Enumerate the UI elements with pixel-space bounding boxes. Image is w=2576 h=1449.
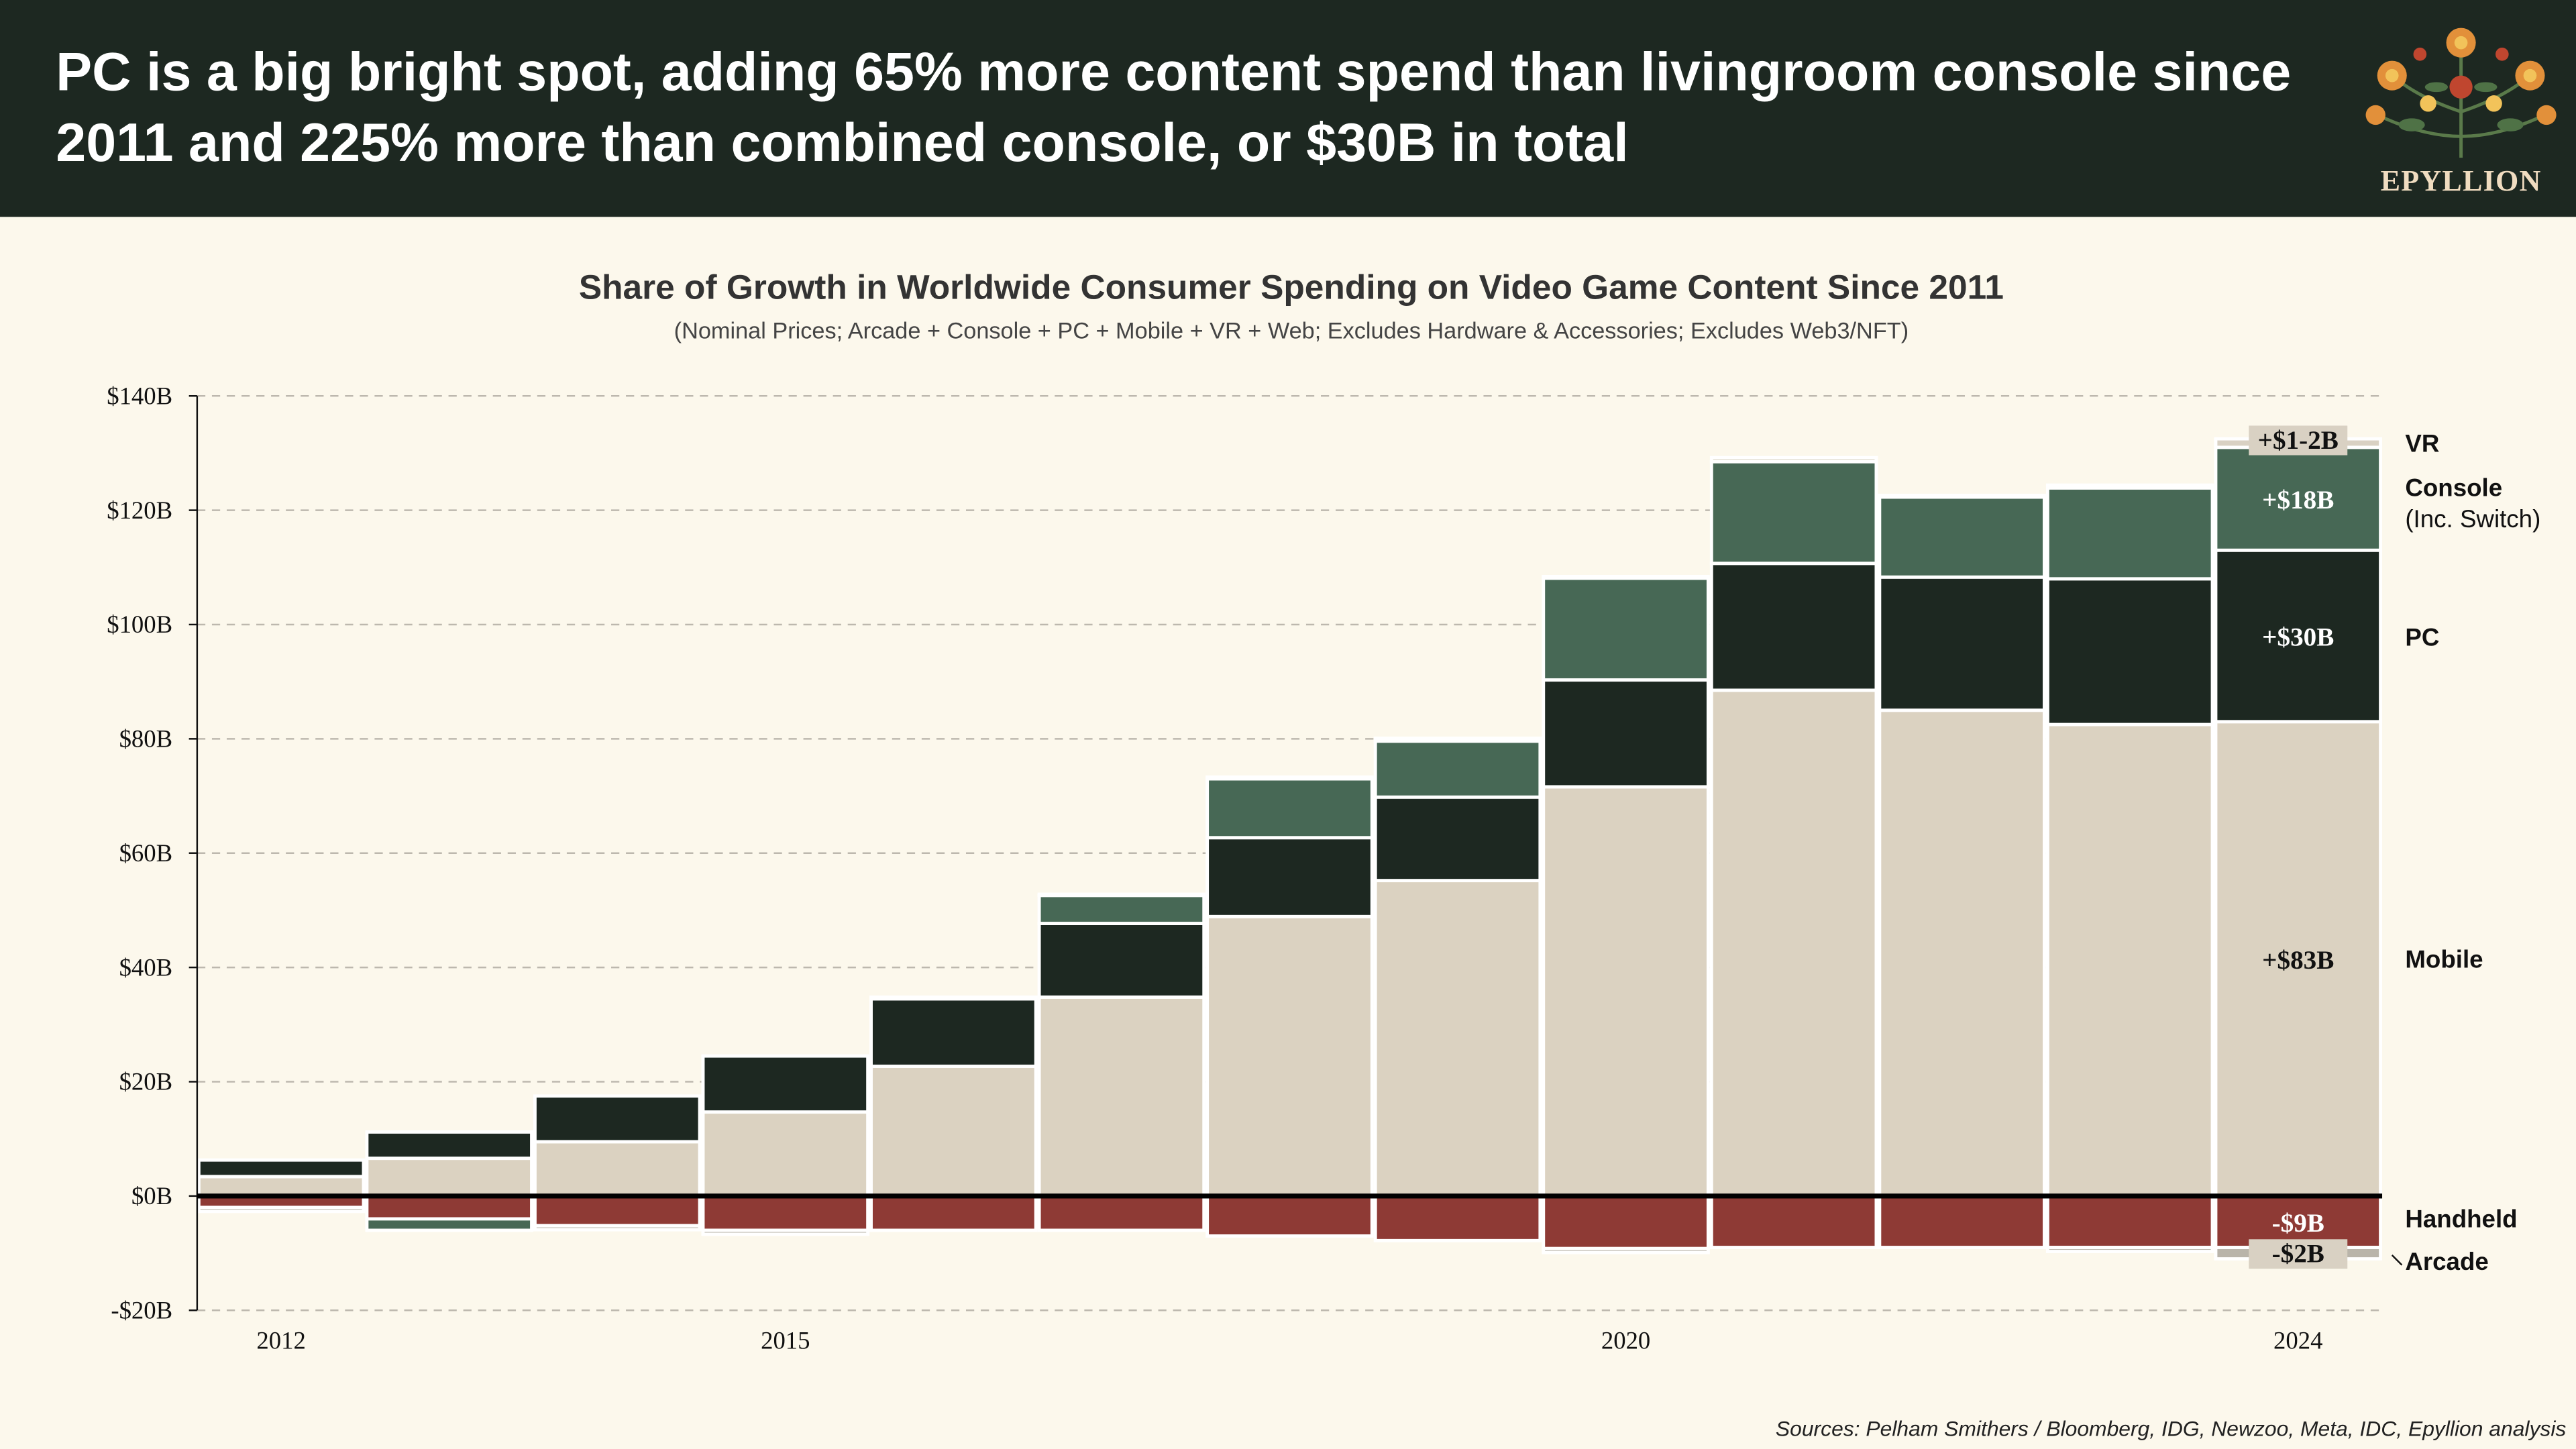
y-tick-label: $80B — [119, 725, 173, 753]
bar-mobile-2020 — [1542, 785, 1710, 1198]
bar-vr-2020 — [1542, 574, 1710, 580]
bar-vr-2019 — [1373, 737, 1542, 743]
bar-vr-2017 — [1037, 892, 1206, 898]
bar-handheld-2017 — [1037, 1194, 1206, 1232]
bar-console-2023 — [2045, 486, 2214, 581]
bar-arcade-2014 — [533, 1224, 702, 1232]
legend-console-note: (Inc. Switch) — [2405, 505, 2540, 533]
y-tick-label: $60B — [119, 839, 173, 867]
label-vr-box — [2249, 425, 2348, 455]
logo-text: EPYLLION — [2380, 164, 2542, 197]
bar-mobile-2021 — [1709, 688, 1878, 1198]
y-tick-label: $100B — [107, 610, 172, 638]
x-tick-label: 2024 — [2273, 1327, 2322, 1354]
header-bar: PC is a big bright spot, adding 65% more… — [0, 0, 2576, 217]
bar-pc-2017 — [1037, 922, 1206, 999]
label-mobile: +$83B — [2262, 946, 2334, 975]
y-tick-label: $120B — [107, 496, 172, 524]
bar-vr-2021 — [1709, 455, 1878, 464]
bar-pc-2023 — [2045, 577, 2214, 727]
label-pc: +$30B — [2262, 623, 2334, 652]
legend-console: Console — [2405, 474, 2502, 502]
bar-mobile-2016 — [869, 1065, 1038, 1198]
bar-console-2024 — [2214, 445, 2383, 552]
bar-mobile-2023 — [2045, 722, 2214, 1198]
bar-pc-2021 — [1709, 561, 1878, 692]
bar-mobile-2015 — [701, 1110, 870, 1198]
flower-logo-icon — [2365, 28, 2557, 158]
x-tick-label: 2020 — [1601, 1327, 1650, 1354]
bar-vr-2023 — [2045, 483, 2214, 490]
y-tick-label: -$20B — [111, 1296, 172, 1324]
bar-handheld-2021 — [1709, 1194, 1878, 1249]
bar-pc-2013 — [365, 1130, 533, 1161]
bar-vr-2022 — [1878, 493, 2046, 499]
label-handheld: -$9B — [2272, 1209, 2324, 1238]
bar-arcade-2015 — [701, 1228, 870, 1236]
bar-arcade-2023 — [2045, 1246, 2214, 1253]
label-arcade: -$2B — [2272, 1240, 2324, 1269]
bar-console-2022 — [1878, 495, 2046, 579]
bar-console-2016 — [869, 995, 1038, 1001]
chart-title: Share of Growth in Worldwide Consumer Sp… — [578, 269, 2004, 307]
bar-pc-2015 — [701, 1054, 870, 1114]
bar-console-2021 — [1709, 460, 1878, 566]
bar-pc-2014 — [533, 1094, 702, 1144]
bar-mobile-2018 — [1205, 914, 1374, 1198]
bar-mobile-2013 — [365, 1157, 533, 1198]
bar-console-2017 — [1037, 894, 1206, 925]
bar-mobile-2024 — [2214, 720, 2383, 1198]
bar-pc-2020 — [1542, 678, 1710, 789]
bar-pc-2019 — [1373, 795, 1542, 883]
epyllion-logo: EPYLLION — [2346, 13, 2576, 211]
bar-vr-2018 — [1205, 775, 1374, 781]
bar-handheld-2020 — [1542, 1194, 1710, 1250]
legend-arcade: Arcade — [2405, 1248, 2488, 1275]
y-tick-label: $0B — [131, 1182, 172, 1210]
arcade-leader-line — [2391, 1254, 2403, 1266]
bar-console-2013 — [365, 1217, 533, 1232]
y-tick-label: $40B — [119, 953, 173, 981]
bar-handheld-2015 — [701, 1194, 870, 1232]
bar-handheld-2019 — [1373, 1194, 1542, 1242]
label-vr: +$1-2B — [2258, 426, 2339, 455]
bar-console-2019 — [1373, 739, 1542, 799]
bar-mobile-2012 — [197, 1175, 366, 1198]
bar-pc-2022 — [1878, 575, 2046, 712]
sources-note: Sources: Pelham Smithers / Bloomberg, ID… — [1775, 1416, 2567, 1441]
bar-console-2020 — [1542, 576, 1710, 682]
bar-handheld-2023 — [2045, 1194, 2214, 1249]
bar-handheld-2022 — [1878, 1194, 2046, 1249]
headline: PC is a big bright spot, adding 65% more… — [56, 41, 2292, 173]
bar-handheld-2014 — [533, 1194, 702, 1228]
x-tick-label: 2012 — [256, 1327, 305, 1354]
bar-pc-2016 — [869, 997, 1038, 1068]
legend-pc: PC — [2405, 623, 2439, 651]
y-tick-label: $140B — [107, 382, 172, 409]
bar-handheld-2016 — [869, 1194, 1038, 1232]
bar-pc-2012 — [197, 1158, 366, 1179]
label-console: +$18B — [2262, 486, 2334, 515]
bar-arcade-2012 — [197, 1205, 366, 1214]
x-tick-label: 2015 — [761, 1327, 810, 1354]
bar-mobile-2022 — [1878, 708, 2046, 1198]
bar-console-2018 — [1205, 777, 1374, 840]
bar-handheld-2018 — [1205, 1194, 1374, 1238]
label-arcade-box — [2249, 1239, 2348, 1269]
y-tick-label: $20B — [119, 1068, 173, 1095]
bar-mobile-2017 — [1037, 995, 1206, 1198]
bar-mobile-2019 — [1373, 879, 1542, 1198]
legend-mobile: Mobile — [2405, 945, 2483, 973]
bar-mobile-2014 — [533, 1140, 702, 1198]
bar-pc-2018 — [1205, 836, 1374, 918]
bar-arcade-2020 — [1542, 1246, 1710, 1254]
legend-vr: VR — [2405, 429, 2439, 457]
chart-subtitle: (Nominal Prices; Arcade + Console + PC +… — [674, 317, 1909, 343]
legend-handheld: Handheld — [2405, 1205, 2517, 1232]
bar-pc-2024 — [2214, 548, 2383, 724]
bar-handheld-2013 — [365, 1194, 533, 1221]
